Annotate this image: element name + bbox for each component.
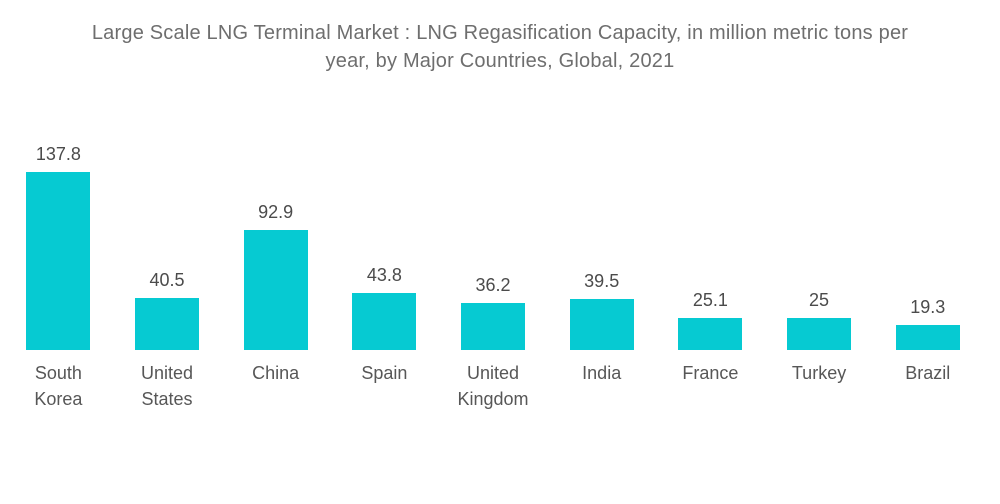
bar-category-label: Spain [361,363,408,383]
bar-category-label: China [252,363,300,383]
bar-category-label: United States [140,363,194,409]
bar-value-label: 43.8 [366,265,402,286]
bar-column: 25 [765,130,874,350]
bar [26,172,91,350]
chart-title-line1: Large Scale LNG Terminal Market : LNG Re… [91,22,909,44]
bar-category-label: France [682,363,739,383]
bar-column: 137.8 [4,130,113,350]
plot-area: 137.8 40.5 92.9 43.8 36.2 39.5 25.1 25 19.3 [4,130,982,350]
bar-value-label: 92.9 [258,202,294,222]
bar [243,230,308,350]
bar-column: 36.2 [439,130,548,350]
category-axis: South Korea United States China Spain United… [4,360,982,412]
bar-value-label: 25.1 [692,289,728,310]
bar [135,297,199,350]
bar [678,317,743,350]
bar-column: 92.9 [221,130,330,350]
bar-category-label: United Kingdom [457,363,529,409]
bar-category-label: India [582,363,622,383]
chart-title-line2: year, by Major Countries, Global, 2021 [325,50,675,72]
bar [352,293,417,350]
bar-category-label: South Korea [34,363,83,409]
bar-value-label: 36.2 [475,275,511,296]
bar-category-label: Brazil [905,363,951,383]
bar-column: 39.5 [547,130,656,350]
chart-title: Large Scale LNG Terminal Market : LNG Re… [0,19,1000,75]
bar-value-label: 19.3 [910,297,946,318]
bar [895,325,960,350]
bar [569,299,634,350]
bar-category-label: Turkey [791,363,847,383]
bar [461,303,526,350]
bar-value-label: 40.5 [149,269,185,290]
bar-column: 40.5 [113,130,222,350]
bar-column: 43.8 [330,130,439,350]
bar-value-label: 39.5 [584,271,620,291]
bar-column: 25.1 [656,130,765,350]
bar-value-label: 25 [809,289,830,310]
bar-column: 19.3 [873,130,982,350]
bar [787,317,852,350]
bar-value-label: 137.8 [35,144,81,164]
